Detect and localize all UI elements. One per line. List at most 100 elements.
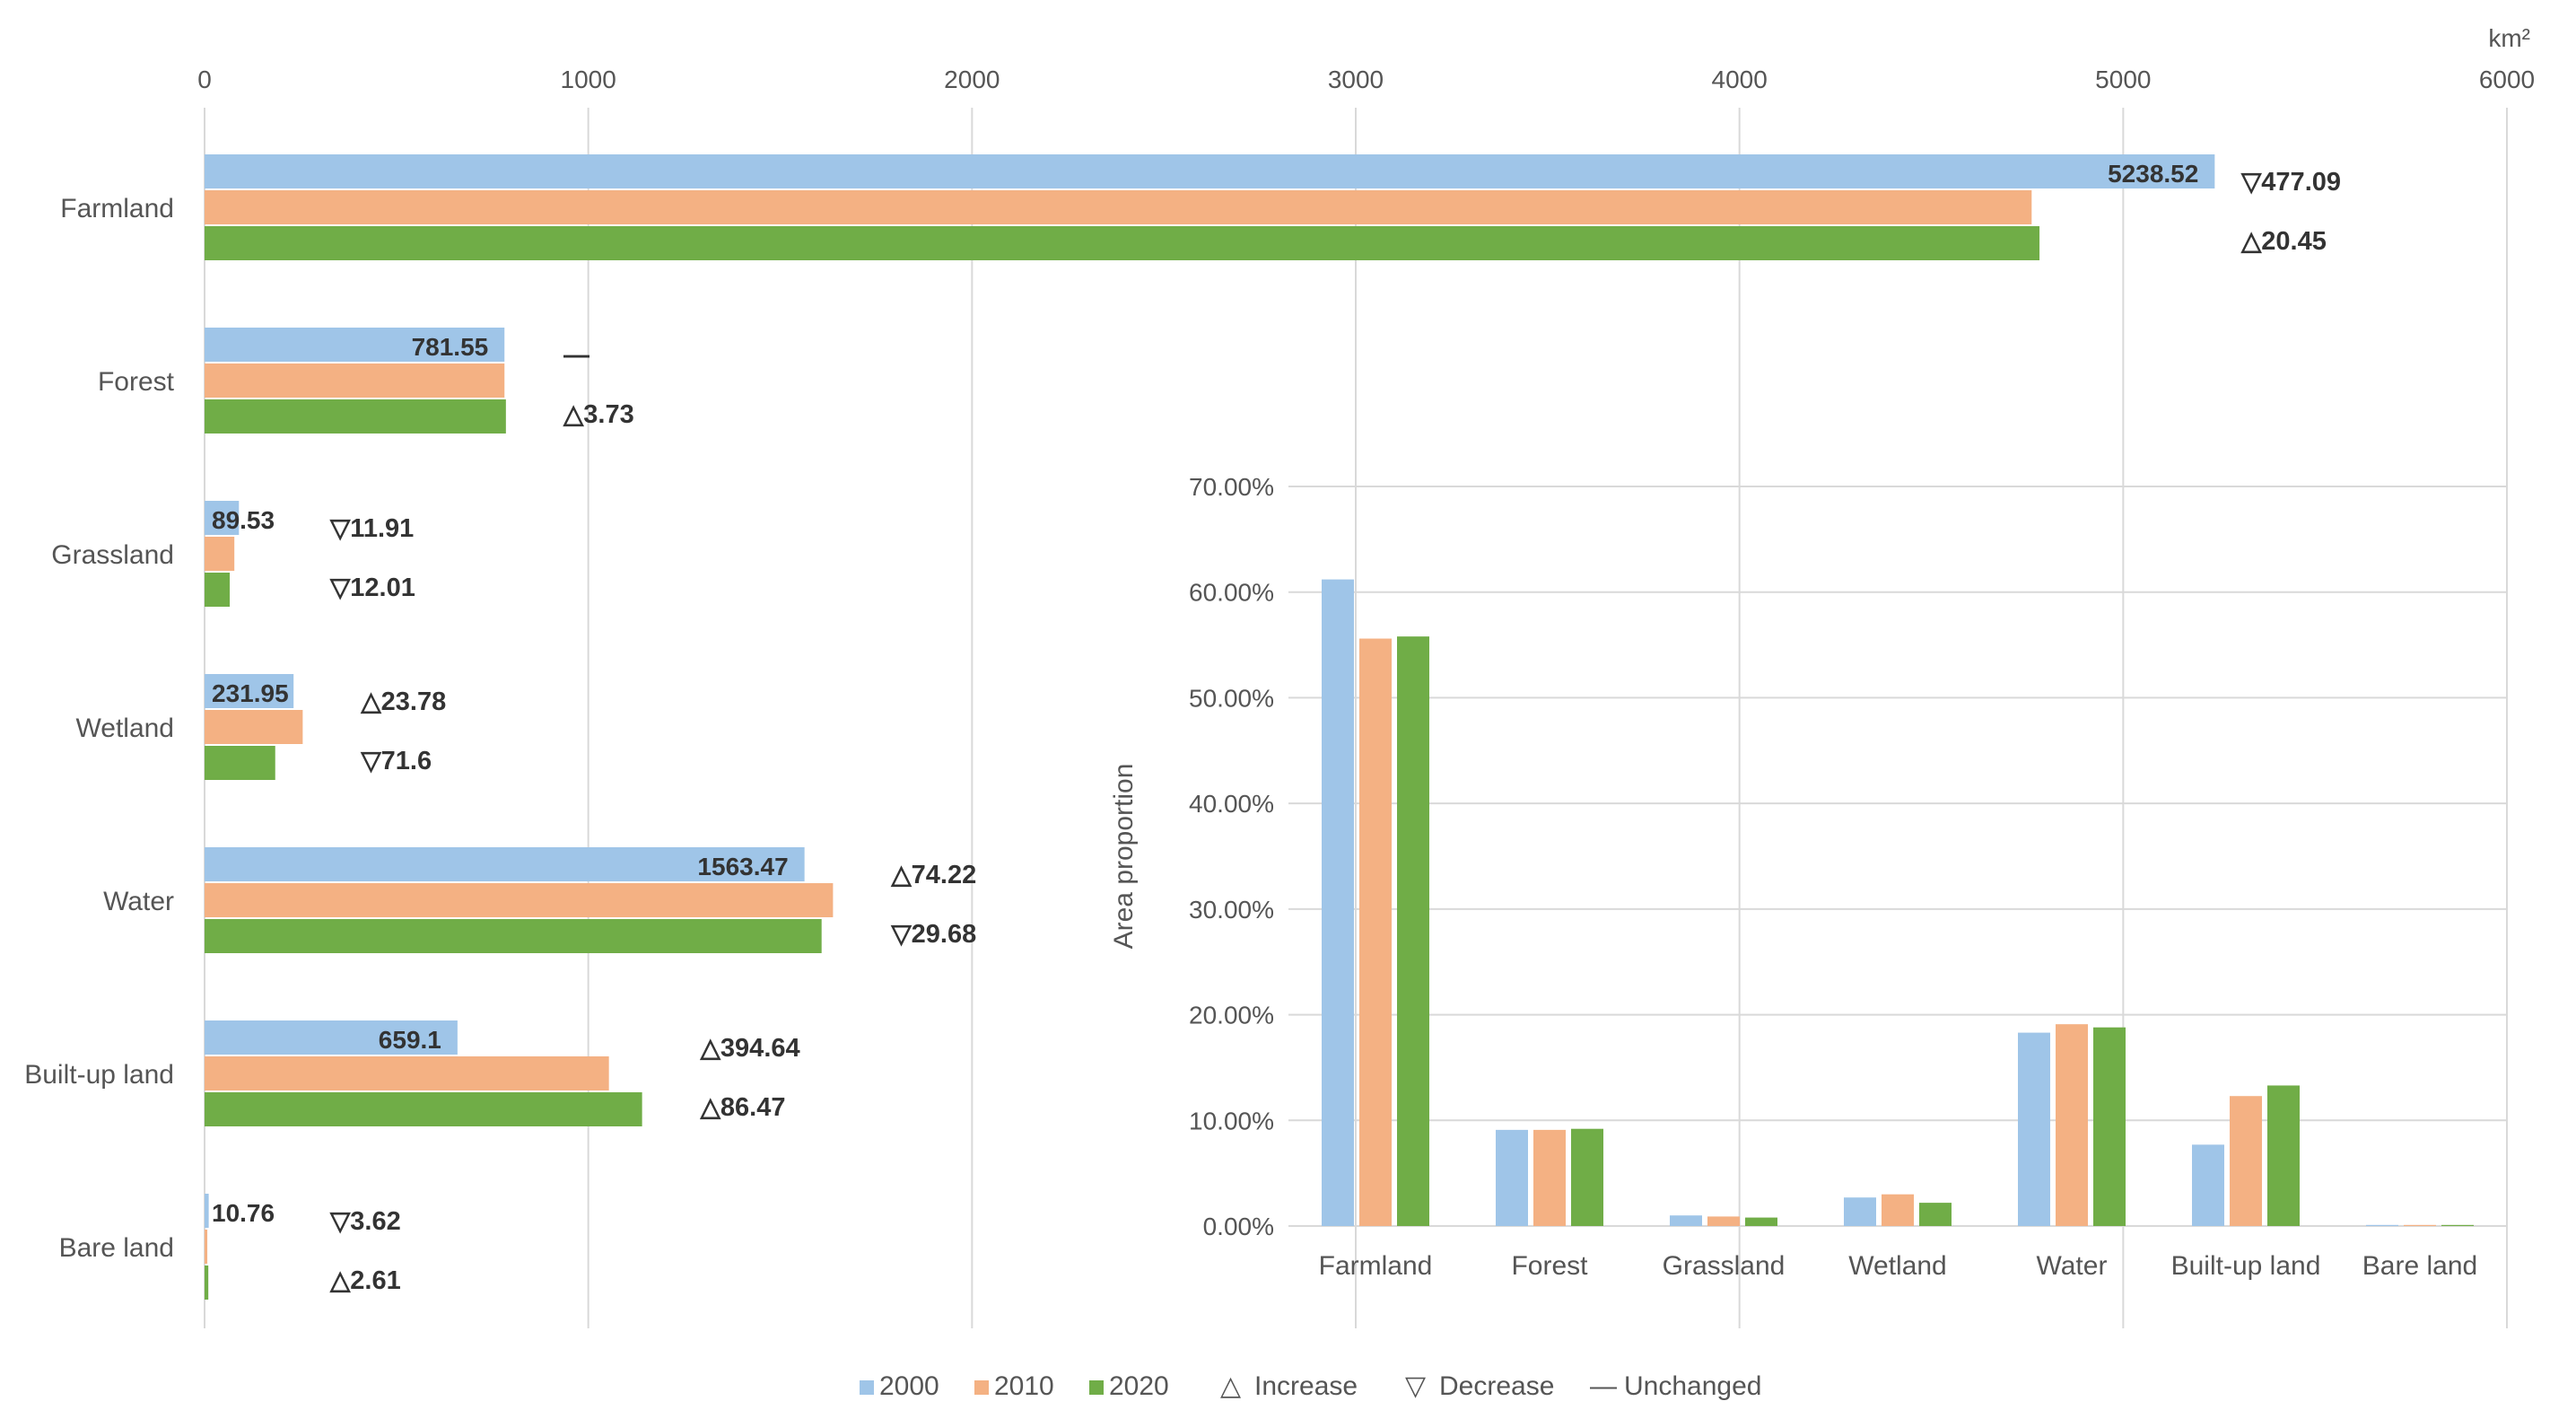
v-bar-2010 [1707, 1216, 1740, 1226]
h-bar-2020 [205, 919, 822, 953]
h-bar-2010 [205, 883, 834, 917]
h-x-tick-label: 0 [197, 66, 212, 93]
legend-symbol-label: Increase [1254, 1371, 1358, 1401]
h-x-tick-label: 4000 [1712, 66, 1768, 93]
legend-swatch-2000 [860, 1380, 874, 1395]
h-bar-2010 [205, 1230, 208, 1264]
v-bar-2020 [2093, 1027, 2126, 1226]
legend-series-label: 2020 [1109, 1371, 1169, 1401]
v-bar-2000 [1844, 1197, 1876, 1226]
v-y-axis-label: Area proportion [1109, 764, 1139, 950]
h-category-label: Wetland [75, 714, 174, 743]
v-bar-2010 [2056, 1024, 2088, 1226]
h-bar-2000 [205, 674, 294, 708]
h-data-label: 781.55 [412, 333, 489, 361]
h-change-annotation: ▽11.91 [329, 514, 414, 543]
h-data-label: 89.53 [212, 506, 275, 534]
h-bar-2000 [205, 328, 505, 362]
h-bar-2010 [205, 363, 505, 398]
h-x-tick-label: 5000 [2095, 66, 2151, 93]
v-y-tick-label: 60.00% [1189, 579, 1274, 607]
v-y-tick-label: 70.00% [1189, 473, 1274, 501]
h-change-annotation: ▽71.6 [360, 747, 432, 775]
h-x-tick-label: 2000 [944, 66, 1000, 93]
legend-series-label: 2010 [994, 1371, 1054, 1401]
h-category-label: Water [103, 887, 174, 916]
legend-symbol-label: Unchanged [1624, 1371, 1761, 1401]
h-change-annotation: ▽12.01 [329, 574, 415, 602]
h-bar-2020 [205, 1265, 209, 1300]
h-change-annotation: ▽3.62 [329, 1207, 401, 1236]
v-bar-2020 [1397, 636, 1429, 1226]
v-bar-2000 [1322, 579, 1354, 1226]
v-y-tick-label: 20.00% [1189, 1002, 1274, 1029]
h-change-annotation: — [563, 341, 589, 370]
h-bar-2000 [205, 847, 805, 881]
v-bar-2010 [1533, 1129, 1566, 1226]
h-bar-2010 [205, 537, 235, 571]
v-bar-2000 [1496, 1129, 1528, 1226]
legend-swatch-2020 [1089, 1380, 1104, 1395]
h-data-label: 1563.47 [697, 853, 788, 880]
legend-symbol: ▽ [1405, 1371, 1426, 1401]
v-bar-2020 [1745, 1217, 1777, 1226]
legend-symbol-label: Decrease [1439, 1371, 1554, 1401]
v-bar-2010 [2230, 1096, 2262, 1226]
v-bar-2000 [2192, 1144, 2224, 1226]
h-change-annotation: △86.47 [700, 1093, 786, 1122]
h-x-tick-label: 1000 [561, 66, 616, 93]
h-bar-2020 [205, 399, 506, 434]
h-change-annotation: △23.78 [360, 687, 446, 716]
v-bar-2000 [1670, 1215, 1702, 1226]
h-change-annotation: △74.22 [890, 861, 976, 889]
legend-series-label: 2000 [879, 1371, 939, 1401]
h-bar-2010 [205, 190, 2032, 224]
h-bar-2010 [205, 710, 303, 744]
h-data-label: 659.1 [379, 1026, 441, 1054]
h-bar-2000 [205, 501, 240, 535]
v-bar-2010 [1882, 1194, 1914, 1226]
h-change-annotation: △2.61 [329, 1266, 401, 1295]
v-category-label: Water [2037, 1251, 2108, 1281]
v-category-label: Farmland [1319, 1251, 1433, 1281]
h-bar-2000 [205, 1020, 458, 1055]
legend-symbol: — [1590, 1371, 1617, 1401]
v-category-label: Wetland [1848, 1251, 1947, 1281]
v-bar-2020 [1919, 1203, 1952, 1226]
v-category-label: Bare land [2362, 1251, 2477, 1281]
v-y-tick-label: 30.00% [1189, 896, 1274, 924]
v-bar-2010 [2404, 1224, 2436, 1226]
v-category-label: Forest [1511, 1251, 1588, 1281]
v-bar-2000 [2366, 1224, 2398, 1226]
v-bar-2020 [1571, 1128, 1603, 1226]
h-category-label: Bare land [59, 1233, 174, 1263]
v-y-tick-label: 50.00% [1189, 684, 1274, 712]
h-category-label: Grassland [51, 540, 174, 570]
h-change-annotation: ▽29.68 [890, 920, 976, 949]
h-bar-2010 [205, 1056, 609, 1090]
h-data-label: 231.95 [212, 679, 289, 707]
h-x-tick-label: 6000 [2479, 66, 2535, 93]
v-bar-2010 [1359, 638, 1392, 1226]
h-change-annotation: ▽477.09 [2240, 168, 2341, 197]
h-bar-2000 [205, 154, 2215, 188]
h-bar-2000 [205, 1194, 209, 1228]
legend-symbol: △ [1220, 1371, 1241, 1401]
h-category-label: Forest [98, 367, 175, 397]
h-data-label: 5238.52 [2108, 160, 2198, 188]
h-bar-2020 [205, 1092, 642, 1126]
v-category-label: Grassland [1663, 1251, 1786, 1281]
h-data-label: 10.76 [212, 1199, 275, 1227]
legend-swatch-2010 [974, 1380, 989, 1395]
h-unit-label: km² [2488, 24, 2530, 52]
v-y-tick-label: 10.00% [1189, 1107, 1274, 1134]
v-bar-2000 [2018, 1032, 2050, 1226]
v-bar-2020 [2267, 1085, 2300, 1226]
v-bar-2020 [2441, 1224, 2474, 1226]
h-bar-2020 [205, 226, 2040, 260]
h-category-label: Farmland [60, 194, 174, 223]
h-change-annotation: △20.45 [2240, 227, 2327, 256]
v-y-tick-label: 0.00% [1203, 1213, 1274, 1240]
h-change-annotation: △394.64 [700, 1034, 800, 1063]
v-y-tick-label: 40.00% [1189, 790, 1274, 818]
